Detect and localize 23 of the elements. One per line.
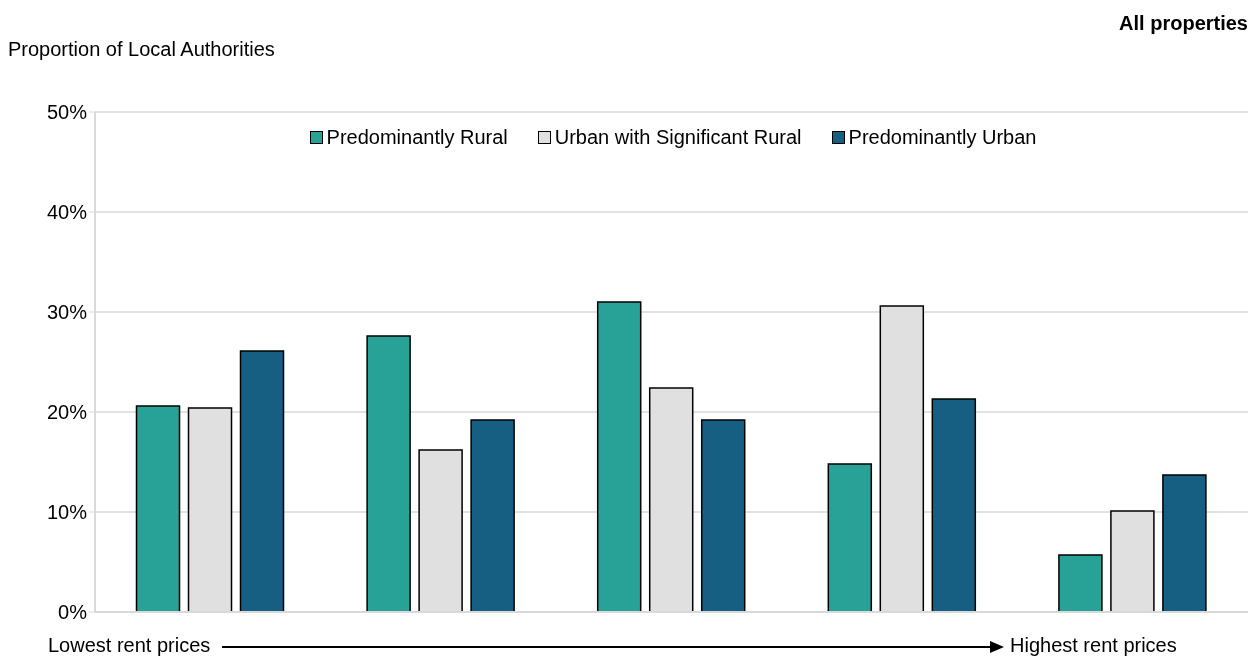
bar	[366, 335, 411, 612]
legend-label: Urban with Significant Rural	[553, 126, 802, 149]
y-axis-title: Proportion of Local Authorities	[8, 38, 275, 61]
bar	[700, 419, 746, 612]
bar	[470, 419, 515, 612]
bar	[239, 350, 285, 612]
legend-label: Predominantly Rural	[325, 126, 508, 149]
chart-title: All properties	[1119, 12, 1248, 35]
bar	[135, 405, 181, 612]
text: Highest rent prices	[1010, 634, 1177, 657]
y-tick-label: 30%	[46, 301, 88, 324]
y-tick-label: 40%	[46, 201, 88, 224]
y-tick-label: 10%	[46, 501, 88, 524]
y-tick-label: 0%	[58, 601, 88, 624]
text: Lowest rent prices	[48, 634, 211, 657]
bar	[1058, 554, 1103, 612]
bar	[827, 463, 873, 612]
legend-label: Predominantly Urban	[847, 126, 1037, 149]
bar	[596, 301, 642, 612]
bar	[931, 398, 977, 612]
y-tick-label: 50%	[46, 101, 88, 124]
bar	[1162, 474, 1207, 612]
y-tick-label: 20%	[46, 401, 88, 424]
